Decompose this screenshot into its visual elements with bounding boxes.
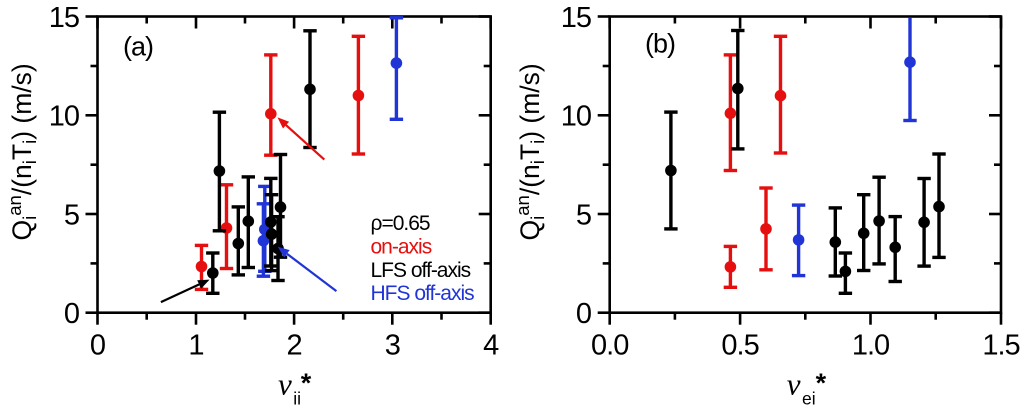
svg-text:4: 4 xyxy=(483,329,499,361)
svg-text:2: 2 xyxy=(287,329,302,361)
svg-text:15: 15 xyxy=(561,2,591,34)
svg-text:*: * xyxy=(816,368,827,398)
svg-text:1: 1 xyxy=(188,329,203,361)
svg-text:0.5: 0.5 xyxy=(721,329,758,361)
svg-text:ν: ν xyxy=(787,367,801,402)
svg-text:ρ=0.65: ρ=0.65 xyxy=(371,212,430,235)
svg-text:(a): (a) xyxy=(123,32,153,62)
svg-text:ii: ii xyxy=(293,389,301,409)
svg-text:0.0: 0.0 xyxy=(591,329,628,361)
svg-text:3: 3 xyxy=(385,329,400,361)
svg-text:0: 0 xyxy=(64,298,79,330)
svg-text:10: 10 xyxy=(561,101,591,133)
svg-text:*: * xyxy=(301,368,312,398)
svg-text:ei: ei xyxy=(802,389,816,409)
svg-text:5: 5 xyxy=(576,199,591,231)
svg-text:0: 0 xyxy=(90,329,105,361)
svg-text:Qian/(niTi) (m/s): Qian/(niTi) (m/s) xyxy=(512,63,548,240)
svg-text:15: 15 xyxy=(49,2,79,34)
svg-text:on-axis: on-axis xyxy=(371,236,432,259)
svg-text:0: 0 xyxy=(576,298,591,330)
svg-text:(b): (b) xyxy=(645,29,675,59)
svg-text:1.5: 1.5 xyxy=(982,329,1019,361)
svg-text:LFS off-axis: LFS off-axis xyxy=(371,259,471,282)
svg-text:5: 5 xyxy=(64,199,79,231)
svg-text:10: 10 xyxy=(49,101,79,133)
svg-text:HFS off-axis: HFS off-axis xyxy=(371,282,475,305)
svg-text:1.0: 1.0 xyxy=(852,329,889,361)
svg-text:ν: ν xyxy=(278,367,292,402)
